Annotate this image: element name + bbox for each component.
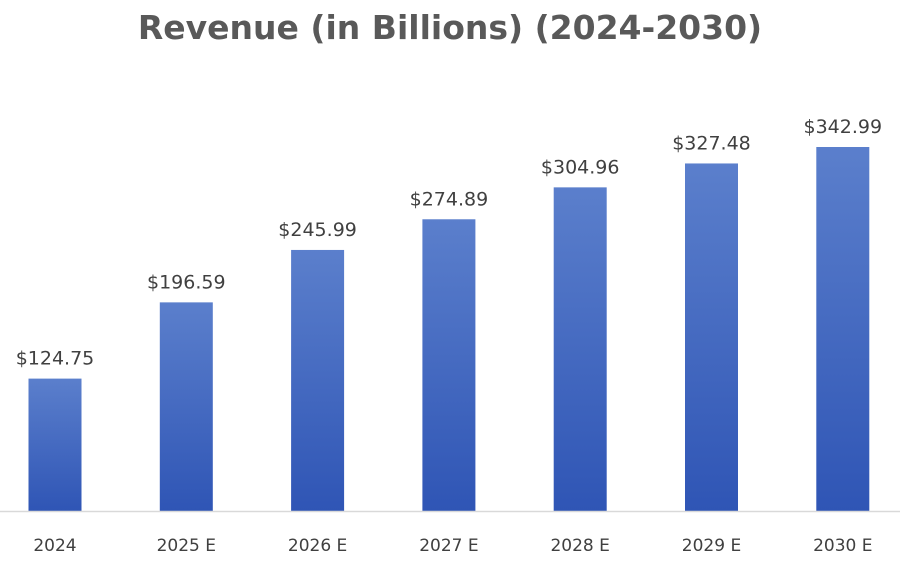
x-tick-label-2025-e: 2025 E [157, 536, 216, 556]
x-tick-label-2024: 2024 [33, 536, 76, 556]
bar-2027-e [422, 219, 476, 512]
x-tick-labels-layer: 2024 2025 E 2026 E 2027 E 2028 E 2029 E 2030 E [33, 536, 872, 556]
x-tick-label-2030-e: 2030 E [813, 536, 872, 556]
data-label-2028-e: $304.96 [541, 156, 620, 178]
chart-title: Revenue (in Billions) (2024-2030) [137, 8, 763, 47]
bar-2025-e [159, 302, 213, 511]
data-label-2026-e: $245.99 [278, 219, 357, 241]
data-label-2029-e: $327.48 [672, 132, 751, 154]
x-tick-label-2029-e: 2029 E [682, 536, 741, 556]
bar-2030-e [816, 147, 870, 511]
bar-2024 [28, 378, 82, 511]
value-labels-layer: $124.75 $196.59 $245.99 $274.89 $304.96 $327.… [16, 116, 882, 370]
data-label-2027-e: $274.89 [410, 188, 489, 210]
bar-2026-e [291, 249, 345, 511]
x-tick-label-2026-e: 2026 E [288, 536, 347, 556]
bar-2028-e [553, 187, 607, 511]
data-label-2030-e: $342.99 [804, 116, 883, 138]
bars-layer [28, 147, 870, 512]
data-label-2024: $124.75 [16, 348, 95, 370]
data-label-2025-e: $196.59 [147, 271, 226, 293]
x-tick-label-2028-e: 2028 E [550, 536, 609, 556]
x-tick-label-2027-e: 2027 E [419, 536, 478, 556]
bar-2029-e [685, 163, 738, 511]
